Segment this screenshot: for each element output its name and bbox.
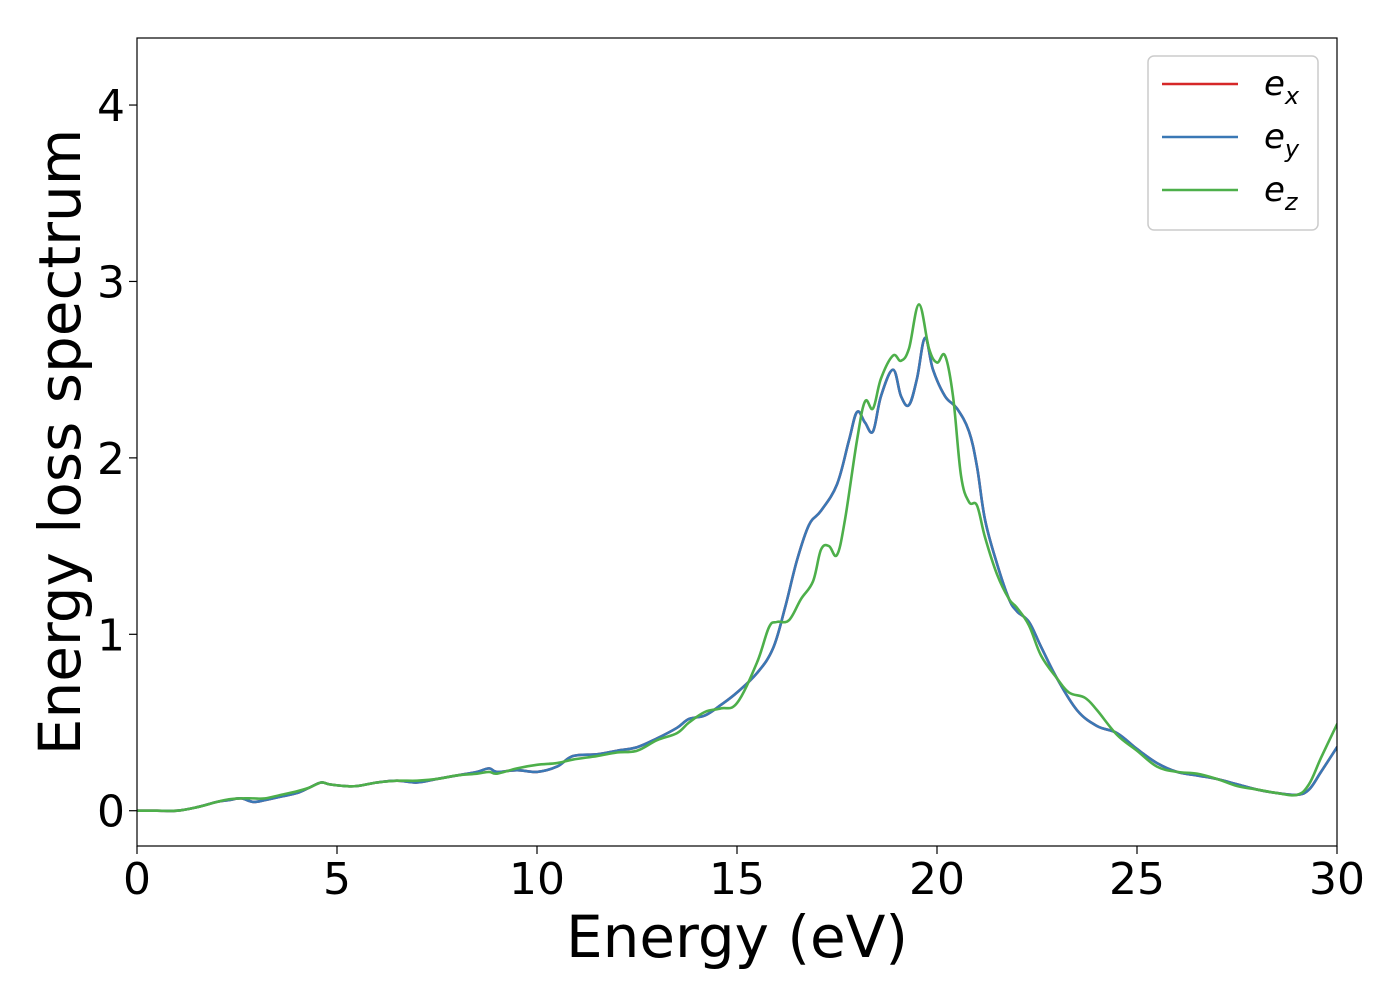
legend-label-ez: ez (1264, 170, 1299, 216)
x-tick-label: 15 (709, 854, 765, 905)
legend-box (1147, 55, 1319, 231)
y-tick-label: 2 (97, 434, 125, 485)
y-axis: 0 1 2 3 4 (97, 81, 137, 838)
x-axis: 0 5 10 15 20 25 30 (123, 846, 1365, 905)
series-line-ex (137, 336, 1337, 813)
x-tick-label: 25 (1109, 854, 1165, 905)
x-tick-label: 20 (909, 854, 965, 905)
series-line-ez (137, 303, 1337, 813)
y-tick-label: 0 (97, 787, 125, 838)
y-tick-label: 1 (97, 610, 125, 661)
y-tick-label: 3 (97, 257, 125, 308)
x-tick-label: 5 (323, 854, 351, 905)
legend-label-ex: ex (1264, 64, 1300, 110)
plot-lines (137, 303, 1337, 813)
y-axis-label: Energy loss spectrum (26, 129, 94, 755)
x-axis-label: Energy (eV) (566, 903, 908, 971)
legend: ex ey ez (1147, 55, 1319, 231)
legend-label-ey: ey (1264, 117, 1300, 163)
x-tick-label: 30 (1309, 854, 1365, 905)
series-line-ey (137, 336, 1337, 813)
x-tick-label: 10 (509, 854, 565, 905)
x-tick-label: 0 (123, 854, 151, 905)
y-tick-label: 4 (97, 81, 125, 132)
